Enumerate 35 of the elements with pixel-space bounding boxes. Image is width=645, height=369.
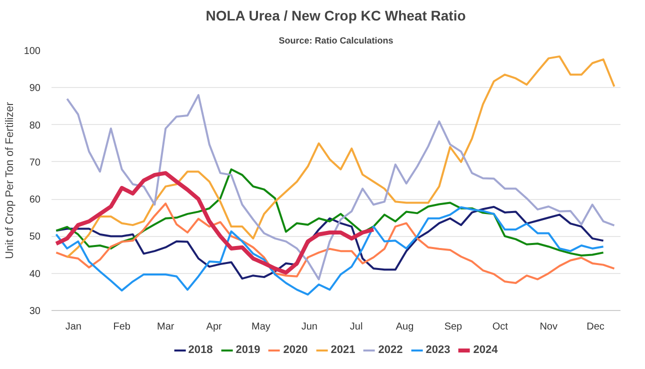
y-tick-label: 80 [29, 120, 41, 132]
x-tick-label: Apr [206, 322, 223, 332]
x-tick-label: Jan [65, 322, 82, 332]
y-tick-label: 30 [29, 306, 41, 317]
legend-label: 2021 [330, 344, 356, 356]
x-tick-label: Jul [350, 322, 363, 332]
x-tick-label: Sep [444, 322, 463, 332]
x-tick-label: Feb [113, 322, 131, 332]
y-tick-label: 40 [29, 268, 41, 280]
legend-label: 2022 [378, 344, 403, 356]
x-tick-label: Jun [301, 322, 318, 332]
y-tick-label: 70 [29, 157, 41, 168]
line-series [55, 168, 604, 257]
x-tick-label: Aug [396, 322, 414, 332]
line-series [55, 206, 604, 296]
legend-label: 2018 [188, 344, 213, 356]
y-tick-label: 60 [29, 194, 41, 206]
legend-label: 2019 [236, 344, 260, 356]
line-series [54, 171, 376, 275]
x-tick-label: Dec [586, 322, 604, 332]
x-tick-label: Mar [157, 322, 175, 332]
y-axis-title: Unit of Crop Per Ton of Fertilizer [4, 102, 16, 260]
y-tick-label: 50 [29, 232, 41, 243]
legend-label: 2020 [283, 344, 308, 356]
x-tick-label: May [252, 322, 270, 332]
x-tick-label: Oct [492, 322, 508, 332]
legend-label: 2023 [426, 344, 450, 356]
line-series [66, 55, 616, 258]
y-tick-label: 100 [24, 46, 41, 57]
y-tick-label: 90 [29, 83, 41, 94]
legend-label: 2024 [473, 344, 498, 356]
chart-subtitle: Source: Ratio Calculations [278, 36, 394, 46]
chart-title: NOLA Urea / New Crop KC Wheat Ratio [206, 8, 466, 24]
line-series [66, 94, 616, 280]
x-tick-label: Nov [540, 322, 558, 332]
